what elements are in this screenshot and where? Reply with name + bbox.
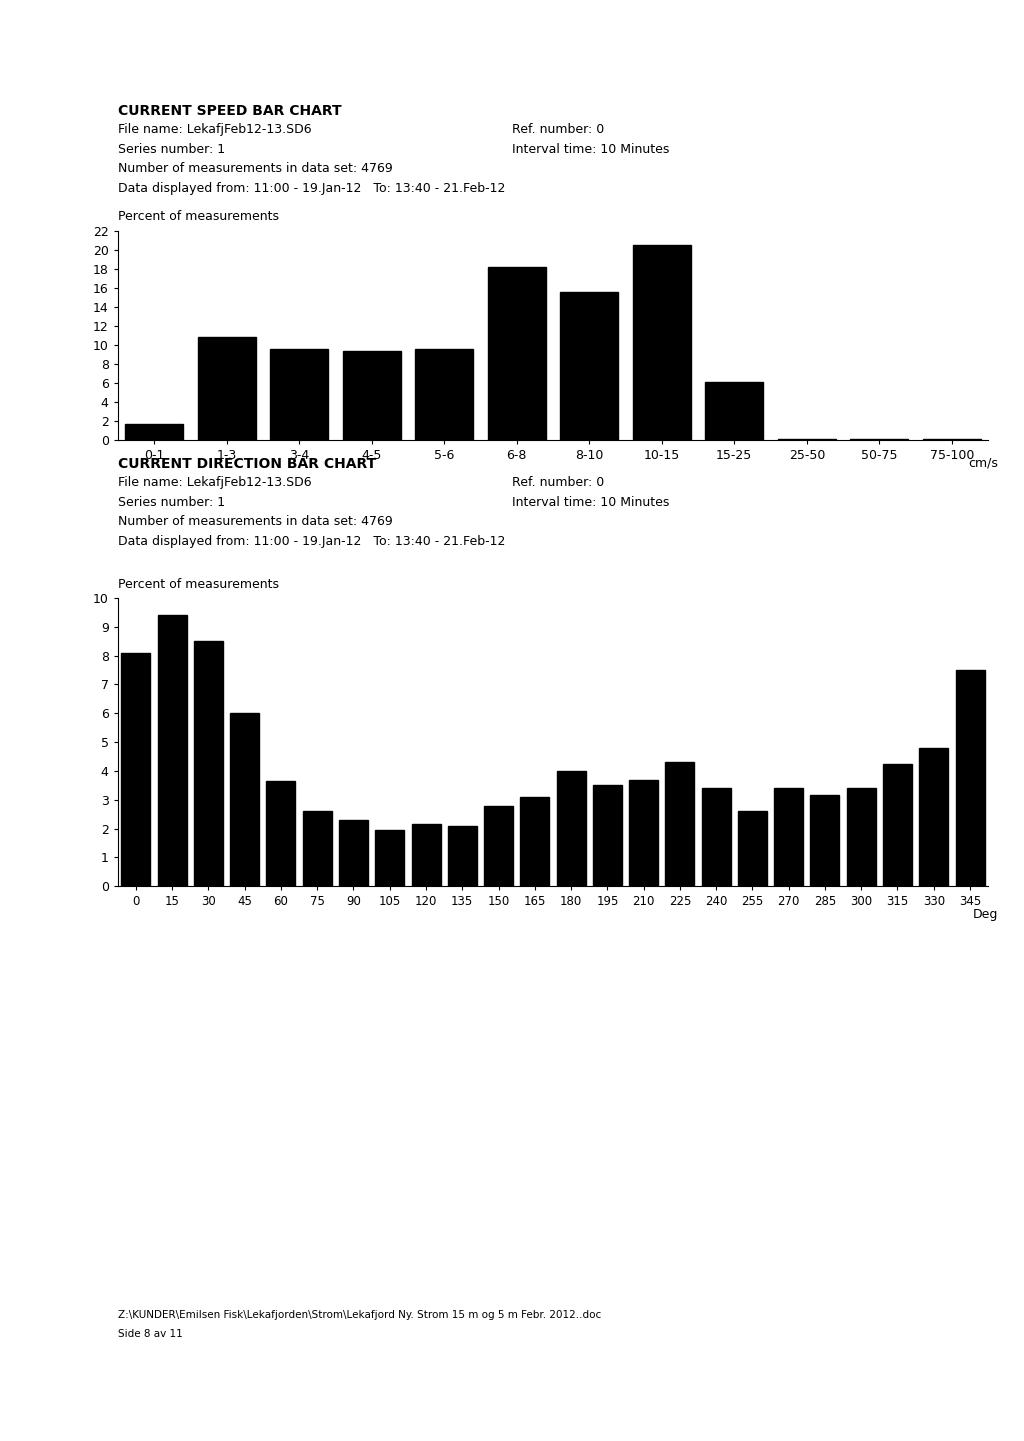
Bar [412, 824, 440, 886]
Bar [343, 352, 400, 440]
Bar [738, 811, 767, 886]
Bar [230, 713, 259, 886]
Bar [920, 748, 948, 886]
Text: Number of measurements in data set: 4769: Number of measurements in data set: 4769 [118, 514, 392, 529]
Text: Interval time: 10 Minutes: Interval time: 10 Minutes [512, 143, 670, 156]
Bar [520, 797, 549, 886]
Bar [194, 641, 223, 886]
Bar [633, 245, 691, 440]
Text: CURRENT DIRECTION BAR CHART: CURRENT DIRECTION BAR CHART [118, 457, 376, 471]
Bar [955, 670, 984, 886]
Bar [847, 788, 876, 886]
Text: Ref. number: 0: Ref. number: 0 [512, 476, 604, 490]
Text: Number of measurements in data set: 4769: Number of measurements in data set: 4769 [118, 163, 392, 176]
Text: File name: LekafjFeb12-13.SD6: File name: LekafjFeb12-13.SD6 [118, 476, 311, 490]
Bar [701, 788, 731, 886]
Bar [557, 771, 586, 886]
Bar [270, 349, 328, 440]
Bar [560, 293, 618, 440]
Text: Percent of measurements: Percent of measurements [118, 210, 279, 223]
Bar [593, 785, 622, 886]
Text: Interval time: 10 Minutes: Interval time: 10 Minutes [512, 496, 670, 509]
Text: cm/s: cm/s [969, 457, 998, 470]
Bar [487, 267, 546, 440]
Text: Ref. number: 0: Ref. number: 0 [512, 122, 604, 137]
Bar [706, 382, 763, 440]
Bar [447, 826, 477, 886]
Text: Percent of measurements: Percent of measurements [118, 578, 279, 591]
Text: Data displayed from: 11:00 - 19.Jan-12   To: 13:40 - 21.Feb-12: Data displayed from: 11:00 - 19.Jan-12 T… [118, 535, 505, 548]
Text: Z:\KUNDER\Emilsen Fisk\Lekafjorden\Strom\Lekafjord Ny. Strom 15 m og 5 m Febr. 2: Z:\KUNDER\Emilsen Fisk\Lekafjorden\Strom… [118, 1310, 601, 1320]
Text: Data displayed from: 11:00 - 19.Jan-12   To: 13:40 - 21.Feb-12: Data displayed from: 11:00 - 19.Jan-12 T… [118, 182, 505, 195]
Bar [122, 653, 151, 886]
Bar [158, 615, 186, 886]
Bar [810, 795, 840, 886]
Text: File name: LekafjFeb12-13.SD6: File name: LekafjFeb12-13.SD6 [118, 122, 311, 137]
Text: CURRENT SPEED BAR CHART: CURRENT SPEED BAR CHART [118, 104, 341, 118]
Bar [266, 781, 296, 886]
Bar [303, 811, 332, 886]
Bar [629, 780, 658, 886]
Bar [125, 424, 183, 440]
Text: Deg: Deg [973, 908, 998, 921]
Bar [774, 788, 803, 886]
Bar [415, 349, 473, 440]
Bar [484, 806, 513, 886]
Text: Side 8 av 11: Side 8 av 11 [118, 1329, 182, 1339]
Text: Series number: 1: Series number: 1 [118, 143, 225, 156]
Bar [666, 762, 694, 886]
Bar [198, 337, 256, 440]
Bar [375, 830, 404, 886]
Text: Series number: 1: Series number: 1 [118, 496, 225, 509]
Bar [339, 820, 368, 886]
Bar [883, 764, 912, 886]
